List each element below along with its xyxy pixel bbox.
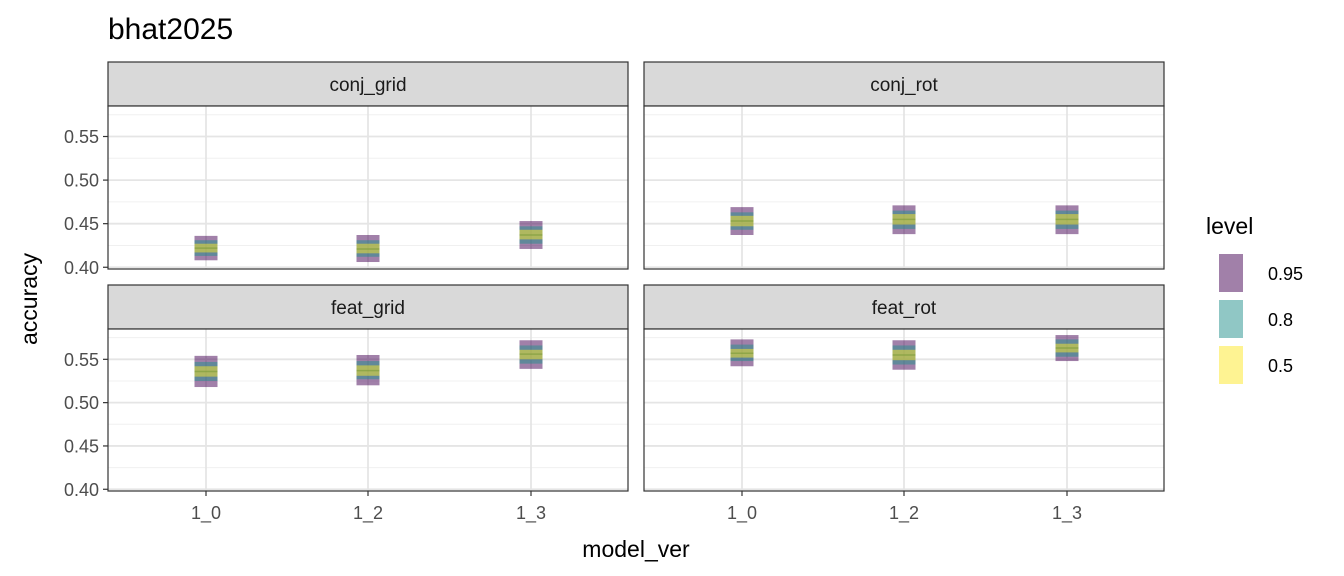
- interval-1_2: [892, 205, 916, 235]
- x-tick-label: 1_3: [1052, 503, 1082, 524]
- legend-label: 0.8: [1268, 310, 1293, 330]
- x-tick-label: 1_0: [727, 503, 757, 524]
- facet-panel-conj_rot: conj_rot: [643, 61, 1165, 270]
- legend-item-0.95: 0.95: [1219, 254, 1303, 292]
- interval-1_0: [194, 355, 218, 388]
- facet-panel-conj_grid: conj_grid 0.40 0.45 0.50 0.55: [64, 61, 629, 278]
- interval-1_0: [730, 339, 754, 367]
- x-axis-title: model_ver: [582, 536, 690, 562]
- interval-1_2: [356, 354, 380, 386]
- facet-panel-feat_rot: feat_rot 1_0 1_2 1_3: [643, 284, 1165, 524]
- interval-1_3: [1055, 205, 1079, 235]
- strip-background: [643, 61, 1165, 107]
- y-axis-title: accuracy: [16, 252, 42, 345]
- strip-label: feat_grid: [331, 298, 405, 319]
- y-tick-label: 0.50: [64, 393, 99, 413]
- chart-title: bhat2025: [108, 13, 233, 46]
- facet-panel-feat_grid: feat_grid 0.40 0.45 0.50 0.55 1_0 1_2 1_3: [64, 284, 629, 524]
- legend-key-swatch: [1219, 300, 1243, 338]
- interval-1_0: [194, 235, 218, 261]
- legend-label: 0.5: [1268, 356, 1293, 376]
- legend: level 0.95 0.8 0.5: [1206, 213, 1303, 384]
- legend-label: 0.95: [1268, 264, 1303, 284]
- x-tick-label: 1_0: [191, 503, 221, 524]
- y-tick-label: 0.55: [64, 350, 99, 370]
- facet-panels: conj_grid 0.40 0.45 0.50 0.55 conj_rot feat_gr…: [64, 61, 1165, 524]
- interval-1_3: [519, 221, 543, 249]
- panel-border: [643, 105, 1165, 270]
- x-tick-label: 1_3: [516, 503, 546, 524]
- legend-item-0.8: 0.8: [1219, 300, 1293, 338]
- y-tick-label: 0.55: [64, 127, 99, 147]
- y-tick-label: 0.40: [64, 480, 99, 500]
- interval-1_3: [1055, 335, 1079, 362]
- strip-background: [643, 284, 1165, 330]
- legend-key-swatch: [1219, 254, 1243, 292]
- strip-label: conj_grid: [329, 75, 406, 96]
- y-tick-label: 0.50: [64, 171, 99, 191]
- strip-label: conj_rot: [870, 75, 938, 96]
- interval-1_0: [730, 207, 754, 236]
- y-tick-label: 0.45: [64, 436, 99, 456]
- legend-title: level: [1206, 213, 1253, 239]
- panel-border: [107, 105, 629, 270]
- x-tick-label: 1_2: [353, 503, 383, 524]
- y-tick-label: 0.40: [64, 258, 99, 278]
- interval-1_2: [356, 235, 380, 263]
- legend-item-0.5: 0.5: [1219, 346, 1293, 384]
- interval-1_3: [519, 340, 543, 369]
- legend-key-swatch: [1219, 346, 1243, 384]
- strip-background: [107, 61, 629, 107]
- strip-label: feat_rot: [872, 298, 937, 319]
- strip-background: [107, 284, 629, 330]
- x-tick-label: 1_2: [889, 503, 919, 524]
- interval-1_2: [892, 340, 916, 370]
- y-tick-label: 0.45: [64, 214, 99, 234]
